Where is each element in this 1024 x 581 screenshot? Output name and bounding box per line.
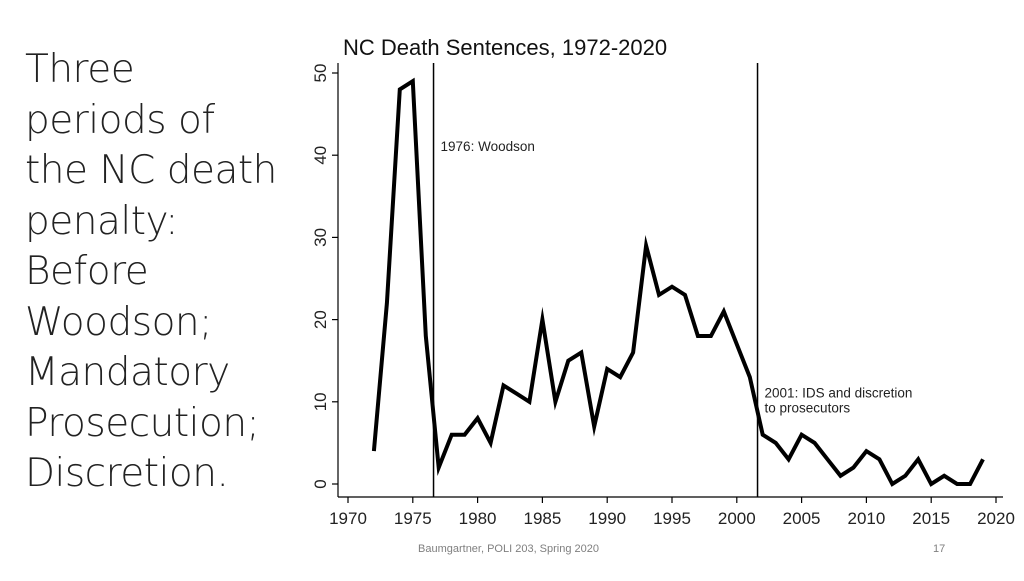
x-tick-label: 1970 (329, 509, 367, 528)
reference-line-label: 1976: Woodson (441, 139, 535, 154)
x-tick-label: 1995 (653, 509, 691, 528)
reference-line-label: to prosecutors (765, 401, 851, 416)
x-tick-label: 2015 (912, 509, 950, 528)
x-tick-label: 1985 (523, 509, 561, 528)
x-tick-label: 2020 (977, 509, 1015, 528)
body-line: Discretion. (25, 451, 229, 496)
y-tick-label: 50 (311, 64, 330, 83)
body-line: Woodson; (25, 299, 212, 345)
slide-body-text: Three periods of the NC death penalty: B… (25, 45, 295, 500)
y-tick-label: 0 (311, 479, 330, 488)
y-tick-label: 10 (311, 392, 330, 411)
body-line: Before (25, 249, 149, 294)
body-line: the NC death (25, 148, 277, 193)
x-tick-label: 1990 (588, 509, 626, 528)
footer-citation: Baumgartner, POLI 203, Spring 2020 (418, 543, 600, 555)
reference-line-label: 2001: IDS and discretion (765, 386, 913, 401)
x-tick-label: 1980 (459, 509, 497, 528)
x-tick-label: 2005 (783, 509, 821, 528)
chart-title: NC Death Sentences, 1972-2020 (343, 35, 667, 60)
x-tick-label: 2000 (718, 509, 756, 528)
series-line (371, 77, 985, 487)
y-tick-label: 30 (311, 228, 330, 247)
body-line: Prosecution; (25, 400, 260, 446)
body-line: Mandatory (25, 350, 230, 395)
body-line: penalty: (25, 198, 178, 244)
body-line: periods of (25, 97, 215, 143)
y-tick-label: 20 (311, 310, 330, 329)
y-tick-label: 40 (311, 146, 330, 165)
body-line: Three (25, 47, 135, 92)
x-tick-label: 2010 (847, 509, 885, 528)
page-number: 17 (933, 543, 946, 555)
x-tick-label: 1975 (394, 509, 432, 528)
